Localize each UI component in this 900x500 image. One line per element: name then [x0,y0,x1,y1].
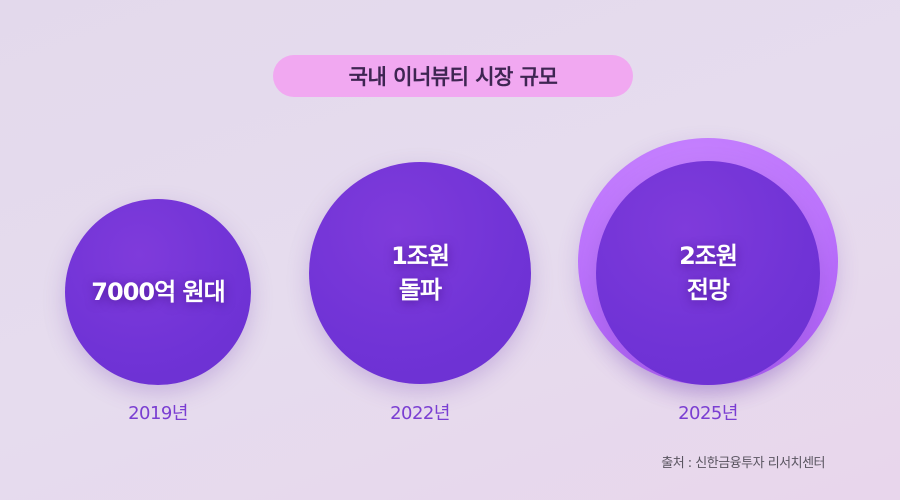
year-label-2025: 2025년 [678,403,738,424]
circle-sublabel: 돌파 [398,276,442,304]
source-note: 출처 : 신한금융투자 리서치센터 [661,456,825,471]
circle-label: 2조원 [679,242,738,270]
circle-2025: 2조원 전망 [596,161,820,385]
circle-label: 7000억 원대 [91,278,225,306]
circle-label: 1조원 [391,242,450,270]
title-pill: 국내 이너뷰티 시장 규모 [273,55,633,97]
circle-2019: 7000억 원대 [65,199,251,385]
year-label-2022: 2022년 [390,403,450,424]
circle-2022: 1조원 돌파 [309,162,531,384]
page-title: 국내 이너뷰티 시장 규모 [348,65,558,89]
circle-sublabel: 전망 [686,276,730,304]
year-label-2019: 2019년 [128,403,188,424]
